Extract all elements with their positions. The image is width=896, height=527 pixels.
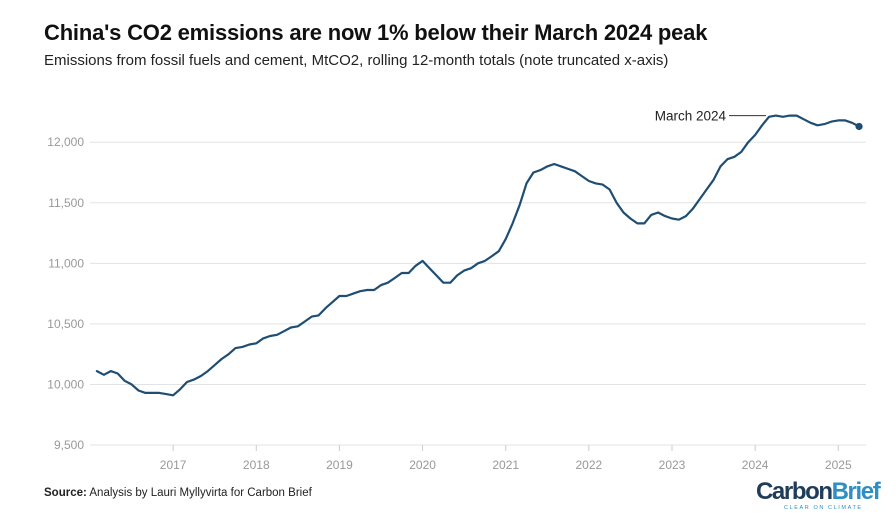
x-tick-label: 2018	[243, 458, 270, 472]
carbon-brief-logo: CarbonBrief CLEAR ON CLIMATE	[756, 478, 881, 518]
source-text: Analysis by Lauri Myllyvirta for Carbon …	[89, 487, 312, 499]
y-tick-label: 11,500	[48, 196, 84, 210]
source-label: Source:	[44, 487, 87, 499]
x-tick-label: 2025	[825, 458, 852, 472]
chart-title: China's CO2 emissions are now 1% below t…	[44, 20, 708, 45]
emissions-series-line	[95, 114, 861, 397]
y-tick-label: 9,500	[54, 438, 84, 452]
y-tick-label: 12,000	[47, 135, 84, 149]
y-tick-label: 11,000	[48, 256, 84, 270]
end-point-marker	[855, 122, 863, 131]
x-tick-label: 2024	[742, 458, 769, 472]
x-tick-label: 2021	[492, 458, 519, 472]
annotation-label: March 2024	[655, 109, 727, 124]
x-tick-label: 2017	[160, 458, 187, 472]
y-tick-label: 10,000	[47, 377, 84, 391]
x-tick-label: 2020	[409, 458, 436, 472]
x-tick-label: 2022	[576, 458, 603, 472]
x-tick-label: 2019	[326, 458, 353, 472]
logo-tagline: CLEAR ON CLIMATE	[784, 505, 863, 511]
x-tick-label: 2023	[659, 458, 686, 472]
y-tick-label: 10,500	[47, 317, 84, 331]
logo-wordmark: CarbonBrief	[756, 478, 881, 505]
source-note: Source: Analysis by Lauri Myllyvirta for…	[44, 487, 312, 499]
chart-subtitle: Emissions from fossil fuels and cement, …	[44, 52, 669, 69]
